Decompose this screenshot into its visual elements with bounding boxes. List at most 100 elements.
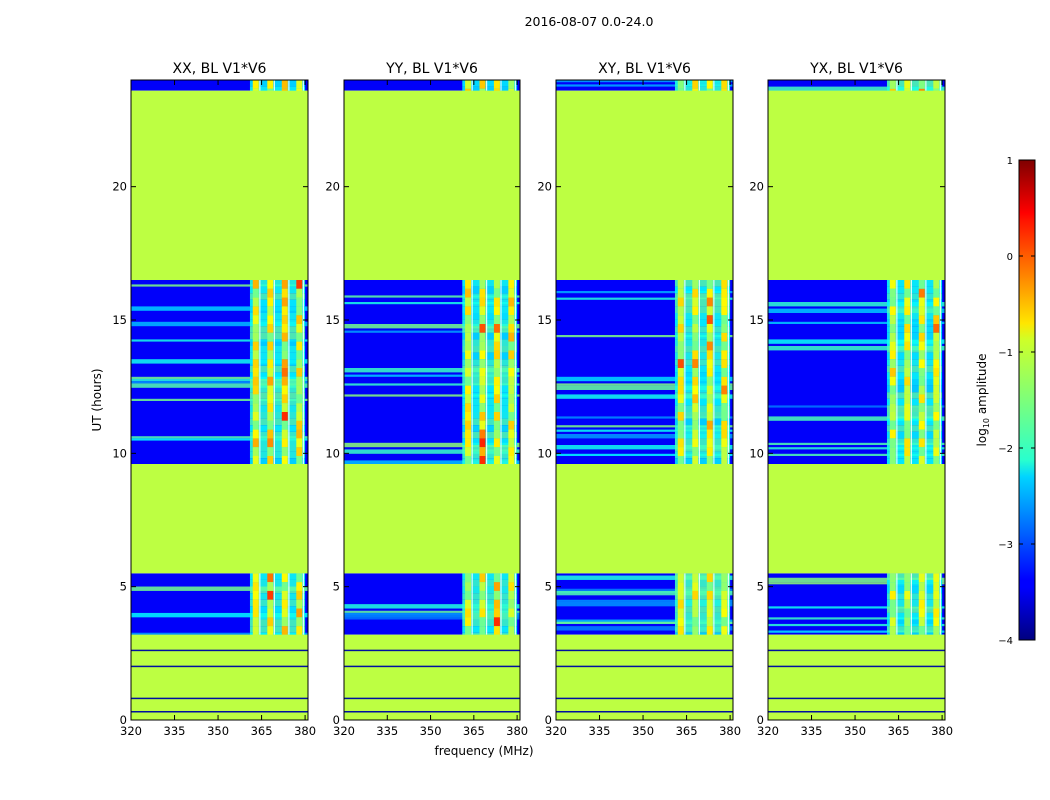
rfi-channel-cell <box>296 368 303 377</box>
rfi-channel-cell <box>904 306 911 316</box>
rfi-channel-cell <box>281 599 288 609</box>
rfi-channel-cell <box>252 315 259 324</box>
rfi-band-cell <box>462 398 518 406</box>
rfi-channel-cell <box>252 341 259 351</box>
rfi-band-cell <box>886 332 943 340</box>
flagged-region <box>768 634 945 720</box>
rfi-channel-cell <box>889 608 896 618</box>
rfi-channel-cell <box>508 626 515 635</box>
rfi-channel-cell <box>692 324 699 333</box>
rfi-band-cell <box>462 293 518 300</box>
rfi-band-cell <box>462 606 518 613</box>
rfi-channel-cell <box>721 438 728 448</box>
rfi-channel-cell <box>692 429 699 439</box>
spectrum-row <box>131 339 308 342</box>
rfi-channel-cell <box>479 573 486 583</box>
rfi-band-cell <box>462 319 518 327</box>
rfi-channel-cell <box>889 617 896 627</box>
rfi-channel-cell <box>933 617 940 627</box>
colorbar-tick-label: 0 <box>1007 252 1013 263</box>
rfi-channel-cell <box>721 608 728 618</box>
rfi-channel-cell <box>889 324 896 333</box>
rfi-band-cell <box>249 579 306 587</box>
rfi-channel-cell <box>508 608 515 618</box>
flag-gap-line <box>344 665 520 668</box>
rfi-channel-cell <box>281 447 288 456</box>
rfi-channel-cell <box>706 385 713 395</box>
channel-gap <box>713 280 715 464</box>
spectrum-row <box>556 453 733 456</box>
rfi-band-cell <box>462 573 518 580</box>
rfi-channel-cell <box>267 412 274 421</box>
rfi-channel-cell <box>479 332 486 342</box>
rfi-channel-cell <box>508 438 515 448</box>
channel-gap <box>896 80 898 91</box>
rfi-channel-cell <box>296 332 303 342</box>
rfi-channel-cell <box>508 350 515 360</box>
rfi-channel-cell <box>281 385 288 395</box>
rfi-channel-cell <box>267 608 274 618</box>
rfi-channel-cell <box>918 350 925 360</box>
rfi-channel-cell <box>479 456 486 465</box>
rfi-band-cell <box>886 365 943 373</box>
rfi-channel-cell <box>706 315 713 324</box>
channel-gap <box>939 280 941 464</box>
rfi-channel-cell <box>493 573 500 583</box>
rfi-band-cell <box>886 579 943 587</box>
rfi-channel-cell <box>721 306 728 316</box>
rfi-channel-cell <box>479 438 486 448</box>
rfi-band-cell <box>249 352 306 360</box>
rfi-channel-cell <box>933 368 940 377</box>
rfi-channel-cell <box>281 315 288 324</box>
rfi-channel-cell <box>692 420 699 430</box>
rfi-channel-cell <box>465 359 472 368</box>
rfi-band-cell <box>249 418 306 426</box>
rfi-channel-cell <box>904 359 911 368</box>
rfi-band-cell <box>674 280 731 287</box>
x-tick-label: 320 <box>545 724 567 738</box>
spectrum-row <box>556 291 733 294</box>
channel-gap <box>939 573 941 635</box>
rfi-band-cell <box>249 599 306 607</box>
rfi-band-cell <box>462 286 518 294</box>
flag-gap-line <box>344 711 520 713</box>
rfi-band-cell <box>886 319 943 327</box>
flagged-region <box>344 90 520 281</box>
rfi-channel-cell <box>281 359 288 368</box>
rfi-channel-cell <box>904 376 911 386</box>
rfi-channel-cell <box>692 332 699 342</box>
rfi-channel-cell <box>508 315 515 324</box>
rfi-channel-cell <box>252 420 259 430</box>
rfi-channel-cell <box>706 350 713 360</box>
spectrum-row <box>768 630 945 633</box>
rfi-band-cell <box>886 372 943 379</box>
x-tick-label: 365 <box>676 724 698 738</box>
colorbar-gradient <box>1018 159 1036 641</box>
rfi-channel-cell <box>677 438 684 448</box>
rfi-channel-cell <box>267 573 274 583</box>
rfi-channel-cell <box>267 420 274 430</box>
y-tick-label: 20 <box>325 180 340 194</box>
x-tick-label: 365 <box>463 724 485 738</box>
rfi-channel-cell <box>508 573 515 583</box>
spectrum-row <box>768 606 945 609</box>
rfi-channel-cell <box>296 350 303 360</box>
rfi-channel-cell <box>508 297 515 307</box>
rfi-band-cell <box>674 346 731 353</box>
rfi-channel-cell <box>281 288 288 298</box>
channel-gap <box>713 573 715 635</box>
rfi-band-cell <box>886 418 943 426</box>
spectrum-row <box>344 295 520 298</box>
rfi-channel-cell <box>296 359 303 368</box>
channel-gap <box>684 280 686 464</box>
rfi-channel-cell <box>296 306 303 316</box>
rfi-band-cell <box>249 425 306 432</box>
rfi-channel-cell <box>889 332 896 342</box>
spectrum-row <box>768 442 945 445</box>
rfi-band-cell <box>249 392 306 399</box>
channel-gap <box>288 280 290 464</box>
rfi-channel-cell <box>904 368 911 377</box>
rfi-band-cell <box>674 425 731 432</box>
y-tick-label: 0 <box>333 713 340 727</box>
rfi-channel-cell <box>508 590 515 600</box>
